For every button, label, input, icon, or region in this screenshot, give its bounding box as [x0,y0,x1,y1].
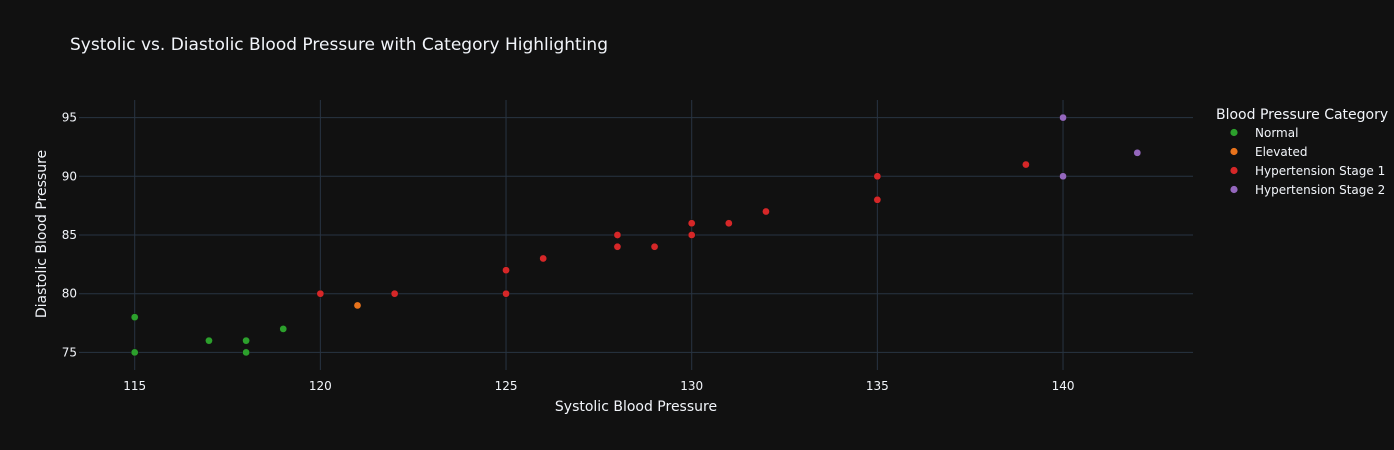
data-point-hypertension-stage-1[interactable] [502,289,510,298]
legend-label: Elevated [1255,145,1307,159]
y-tick-label: 90 [62,169,77,183]
data-point-hypertension-stage-1[interactable] [1022,160,1030,169]
data-point-normal[interactable] [130,348,139,357]
data-point-hypertension-stage-1[interactable] [687,231,696,239]
legend-label: Hypertension Stage 1 [1255,164,1385,178]
y-axis-ticks: 75 80 85 90 95 [62,111,77,360]
legend-marker [1230,128,1238,137]
legend-item-elevated[interactable]: Elevated [1230,145,1307,159]
legend-title: Blood Pressure Category [1216,107,1388,123]
y-axis-title: Diastolic Blood Pressure [34,150,50,318]
legend-marker [1230,185,1238,194]
x-tick-label: 140 [1052,379,1075,393]
x-tick-label: 120 [309,379,332,393]
legend-item-normal[interactable]: Normal [1230,126,1298,140]
data-point-hypertension-stage-1[interactable] [687,219,696,228]
data-point-hypertension-stage-1[interactable] [873,172,882,181]
x-axis-title: Systolic Blood Pressure [555,399,717,415]
legend-item-hypertension-stage-1[interactable]: Hypertension Stage 1 [1230,164,1385,178]
y-tick-label: 80 [62,287,77,301]
y-tick-label: 75 [62,345,77,359]
legend-label: Normal [1255,126,1298,140]
data-point-normal[interactable] [205,336,213,345]
data-point-normal[interactable] [279,325,288,333]
x-tick-label: 130 [680,379,703,393]
data-point-normal[interactable] [242,348,250,357]
x-tick-label: 115 [123,379,146,393]
y-tick-label: 95 [62,111,77,125]
grid [79,100,1193,370]
data-point-hypertension-stage-1[interactable] [502,266,510,275]
data-point-elevated[interactable] [353,301,362,310]
data-point-hypertension-stage-1[interactable] [539,254,548,263]
y-tick-label: 85 [62,228,77,242]
legend-marker [1230,166,1238,175]
data-points[interactable] [130,113,1142,357]
legend[interactable]: Blood Pressure Category Normal Elevated Hy… [1216,107,1388,197]
data-point-hypertension-stage-2[interactable] [1133,148,1142,157]
chart-title: Systolic vs. Diastolic Blood Pressure wi… [70,35,608,55]
x-tick-label: 135 [866,379,889,393]
data-point-hypertension-stage-1[interactable] [762,207,770,216]
x-tick-label: 125 [495,379,518,393]
data-point-hypertension-stage-2[interactable] [1059,172,1067,181]
data-point-hypertension-stage-1[interactable] [873,195,882,204]
data-point-hypertension-stage-2[interactable] [1059,113,1067,122]
data-point-normal[interactable] [242,336,250,345]
data-point-hypertension-stage-1[interactable] [724,219,733,228]
data-point-hypertension-stage-1[interactable] [650,242,659,251]
data-point-hypertension-stage-1[interactable] [316,289,325,298]
data-point-hypertension-stage-1[interactable] [390,289,399,298]
legend-label: Hypertension Stage 2 [1255,183,1385,197]
x-axis-ticks: 115 120 125 130 135 140 [123,379,1074,393]
legend-marker [1230,147,1238,156]
data-point-hypertension-stage-1[interactable] [613,242,622,251]
data-point-normal[interactable] [130,313,139,322]
data-point-hypertension-stage-1[interactable] [613,231,622,239]
legend-item-hypertension-stage-2[interactable]: Hypertension Stage 2 [1230,183,1385,197]
